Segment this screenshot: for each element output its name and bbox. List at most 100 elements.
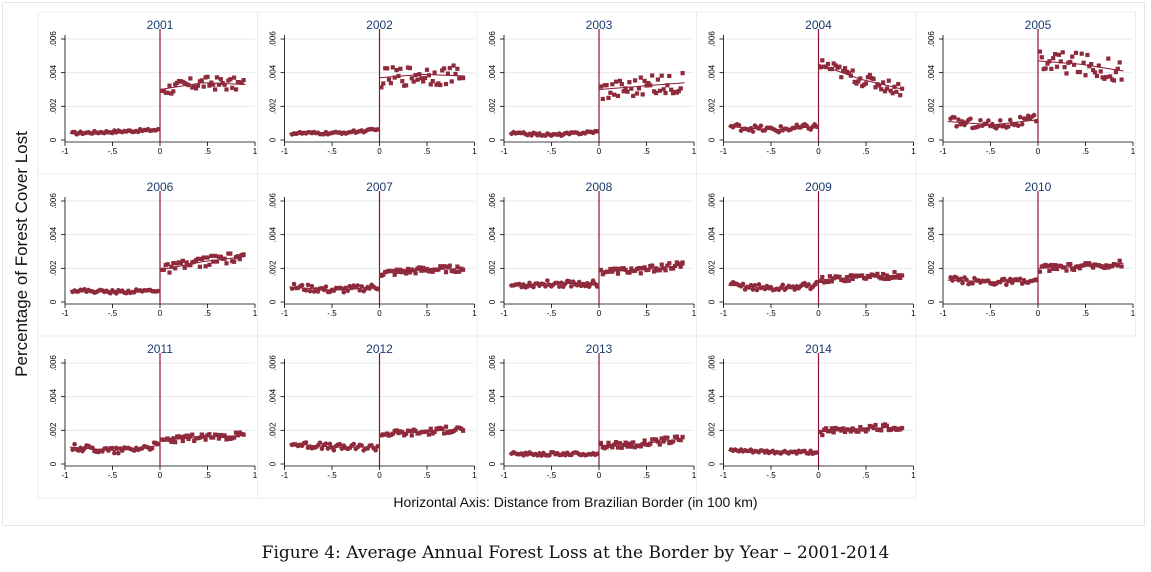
data-point (1051, 56, 1056, 61)
data-point (424, 67, 430, 72)
data-point (640, 92, 645, 97)
data-point (875, 271, 880, 277)
data-point (678, 86, 683, 91)
data-point (443, 270, 449, 275)
data-point (890, 275, 895, 280)
data-point (451, 63, 456, 68)
data-point (1053, 52, 1058, 57)
data-point (432, 70, 437, 75)
x-tick-label: -.5 (766, 309, 776, 318)
y-tick-label: .002 (269, 422, 278, 438)
data-point (411, 79, 416, 84)
data-point (428, 426, 433, 431)
data-point (1104, 74, 1109, 80)
data-point (594, 451, 600, 457)
data-point (171, 436, 176, 441)
panel-2004: 2004 0 .002 .004 .006 -1 -.5 0 .5 1 (696, 11, 917, 175)
x-tick-label: 1 (472, 309, 477, 318)
data-point (617, 78, 622, 83)
y-tick-label: 0 (708, 299, 717, 304)
data-point (900, 273, 905, 278)
data-point (863, 276, 869, 281)
data-point (1070, 54, 1075, 59)
data-point (205, 74, 210, 79)
panel-title: 2005 (1025, 18, 1052, 32)
data-point (228, 77, 233, 82)
data-point (197, 435, 202, 440)
data-point (230, 85, 235, 90)
data-point (413, 73, 418, 78)
data-point (114, 445, 119, 451)
data-point (415, 77, 420, 82)
data-point (892, 84, 897, 89)
data-point (657, 88, 662, 93)
data-point (1077, 69, 1082, 75)
data-point (736, 122, 742, 128)
data-point (375, 127, 380, 132)
y-tick-label: .002 (708, 422, 717, 438)
data-point (608, 90, 613, 95)
x-tick-label: .5 (863, 471, 870, 480)
data-point (598, 84, 603, 89)
x-tick-label: -.5 (327, 147, 337, 156)
panel-frame (257, 11, 478, 175)
data-point (409, 76, 414, 81)
data-point (843, 429, 848, 435)
data-point (850, 68, 855, 73)
data-point (829, 66, 834, 72)
data-point (167, 270, 172, 275)
data-point (642, 265, 647, 270)
data-point (680, 71, 685, 76)
data-point (1056, 52, 1061, 57)
panel-title: 2010 (1025, 180, 1052, 194)
y-tick-label: .004 (488, 64, 497, 80)
data-point (882, 276, 888, 282)
data-point (748, 125, 754, 131)
data-point (559, 280, 564, 286)
data-point (996, 123, 1001, 129)
x-tick-label: 0 (597, 471, 602, 480)
data-point (976, 124, 981, 129)
data-point (165, 262, 170, 267)
data-point (207, 432, 212, 437)
data-point (619, 82, 624, 87)
data-point (827, 429, 832, 434)
data-point (180, 438, 185, 444)
data-point (644, 83, 649, 88)
x-tick-label: 1 (253, 309, 258, 318)
data-point (1113, 69, 1118, 75)
data-point (825, 279, 831, 285)
data-point (188, 76, 193, 81)
data-point (461, 428, 466, 433)
data-point (1068, 59, 1073, 65)
fit-line-right (159, 82, 246, 90)
x-tick-label: .5 (643, 309, 650, 318)
panel-frame (37, 173, 258, 337)
data-point (305, 282, 311, 288)
data-point (604, 83, 609, 88)
data-point (432, 429, 437, 435)
data-point (818, 429, 823, 435)
data-point (676, 261, 681, 266)
data-point (207, 262, 212, 267)
data-point (445, 71, 450, 76)
data-point (1047, 268, 1052, 273)
data-point (367, 286, 372, 291)
data-point (222, 433, 227, 438)
data-point (968, 116, 973, 122)
x-tick-label: .5 (1082, 309, 1089, 318)
data-point (653, 90, 659, 96)
data-point (213, 253, 218, 258)
data-point (776, 129, 782, 135)
data-point (345, 288, 351, 294)
data-point (839, 75, 844, 80)
data-point (863, 81, 869, 86)
data-point (750, 129, 756, 134)
data-point (615, 271, 621, 276)
data-point (890, 91, 895, 96)
x-tick-label: -1 (61, 309, 69, 318)
data-point (1043, 66, 1048, 71)
data-point (1019, 281, 1025, 286)
panel-2001: 2001 0 .002 .004 .006 -1 -.5 0 .5 1 (37, 11, 258, 175)
panel-2011: 2011 0 .002 .004 .006 -1 -.5 0 .5 1 (37, 335, 258, 499)
